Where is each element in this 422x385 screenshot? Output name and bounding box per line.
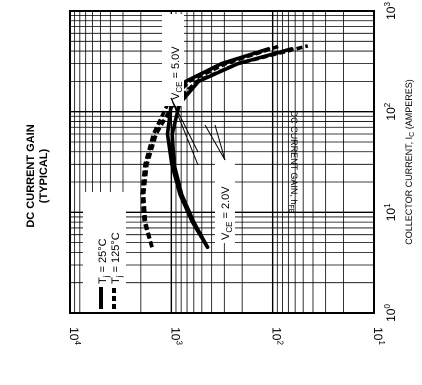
annotation-leader-5v-b (170, 97, 199, 166)
y-tick-label: 101 (371, 327, 386, 345)
annotation-leader-5v-a (170, 97, 199, 153)
annotation-bg-5v (162, 14, 184, 106)
y-tick-label: 102 (270, 327, 285, 345)
chart-title-group: DC CURRENT GAIN (TYPICAL) (25, 124, 50, 227)
annotations: VCE = 5.0V VCE = 2.0V (162, 14, 235, 243)
chart-subtitle: (TYPICAL) (38, 148, 50, 203)
legend-label-25c: Tj = 25°C (97, 238, 111, 284)
y-axis-label: DC CURRENT GAIN, hFE (287, 111, 299, 214)
x-tick-label: 101 (383, 203, 398, 221)
y-tick-label: 103 (168, 327, 183, 345)
series-curve (170, 47, 294, 249)
legend-box (83, 192, 126, 312)
annotation-leader-2v-b (214, 124, 226, 161)
chart-title: DC CURRENT GAIN (25, 124, 37, 227)
x-tick-label: 100 (383, 304, 398, 322)
legend-label-125c: Tj = 125°C (110, 232, 124, 284)
legend: Tj = 25°C Tj = 125°C (83, 192, 126, 312)
x-tick-label: 103 (383, 2, 398, 20)
plot-frame (69, 10, 375, 314)
x-axis-label: COLLECTOR CURRENT, IC (AMPERES) (404, 79, 416, 244)
series-curve (140, 44, 281, 248)
chart-curves (140, 44, 309, 249)
annotation-vce-2v: VCE = 2.0V (220, 186, 234, 240)
tick-labels: 100 101 102 103 101 102 103 104 (67, 2, 398, 346)
y-tick-label: 104 (67, 327, 82, 345)
x-tick-label: 102 (383, 102, 398, 120)
annotation-bg-2v (215, 158, 235, 243)
annotation-leader-2v-a (204, 124, 226, 161)
series-curve (141, 44, 309, 248)
